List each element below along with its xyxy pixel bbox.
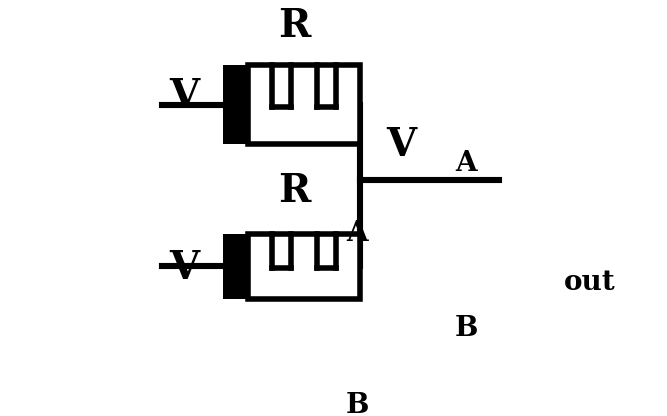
Text: B: B	[346, 392, 370, 416]
Text: B: B	[455, 315, 478, 342]
Text: out: out	[564, 270, 616, 297]
Text: V: V	[387, 126, 417, 164]
Text: A: A	[346, 220, 368, 247]
Bar	[223, 65, 248, 144]
Text: A: A	[455, 150, 476, 177]
Bar	[223, 234, 248, 299]
Text: R: R	[278, 172, 310, 210]
Text: V: V	[169, 249, 199, 287]
Text: R: R	[278, 7, 310, 45]
Bar	[248, 65, 360, 144]
Text: V: V	[169, 77, 199, 115]
Bar	[248, 234, 360, 299]
